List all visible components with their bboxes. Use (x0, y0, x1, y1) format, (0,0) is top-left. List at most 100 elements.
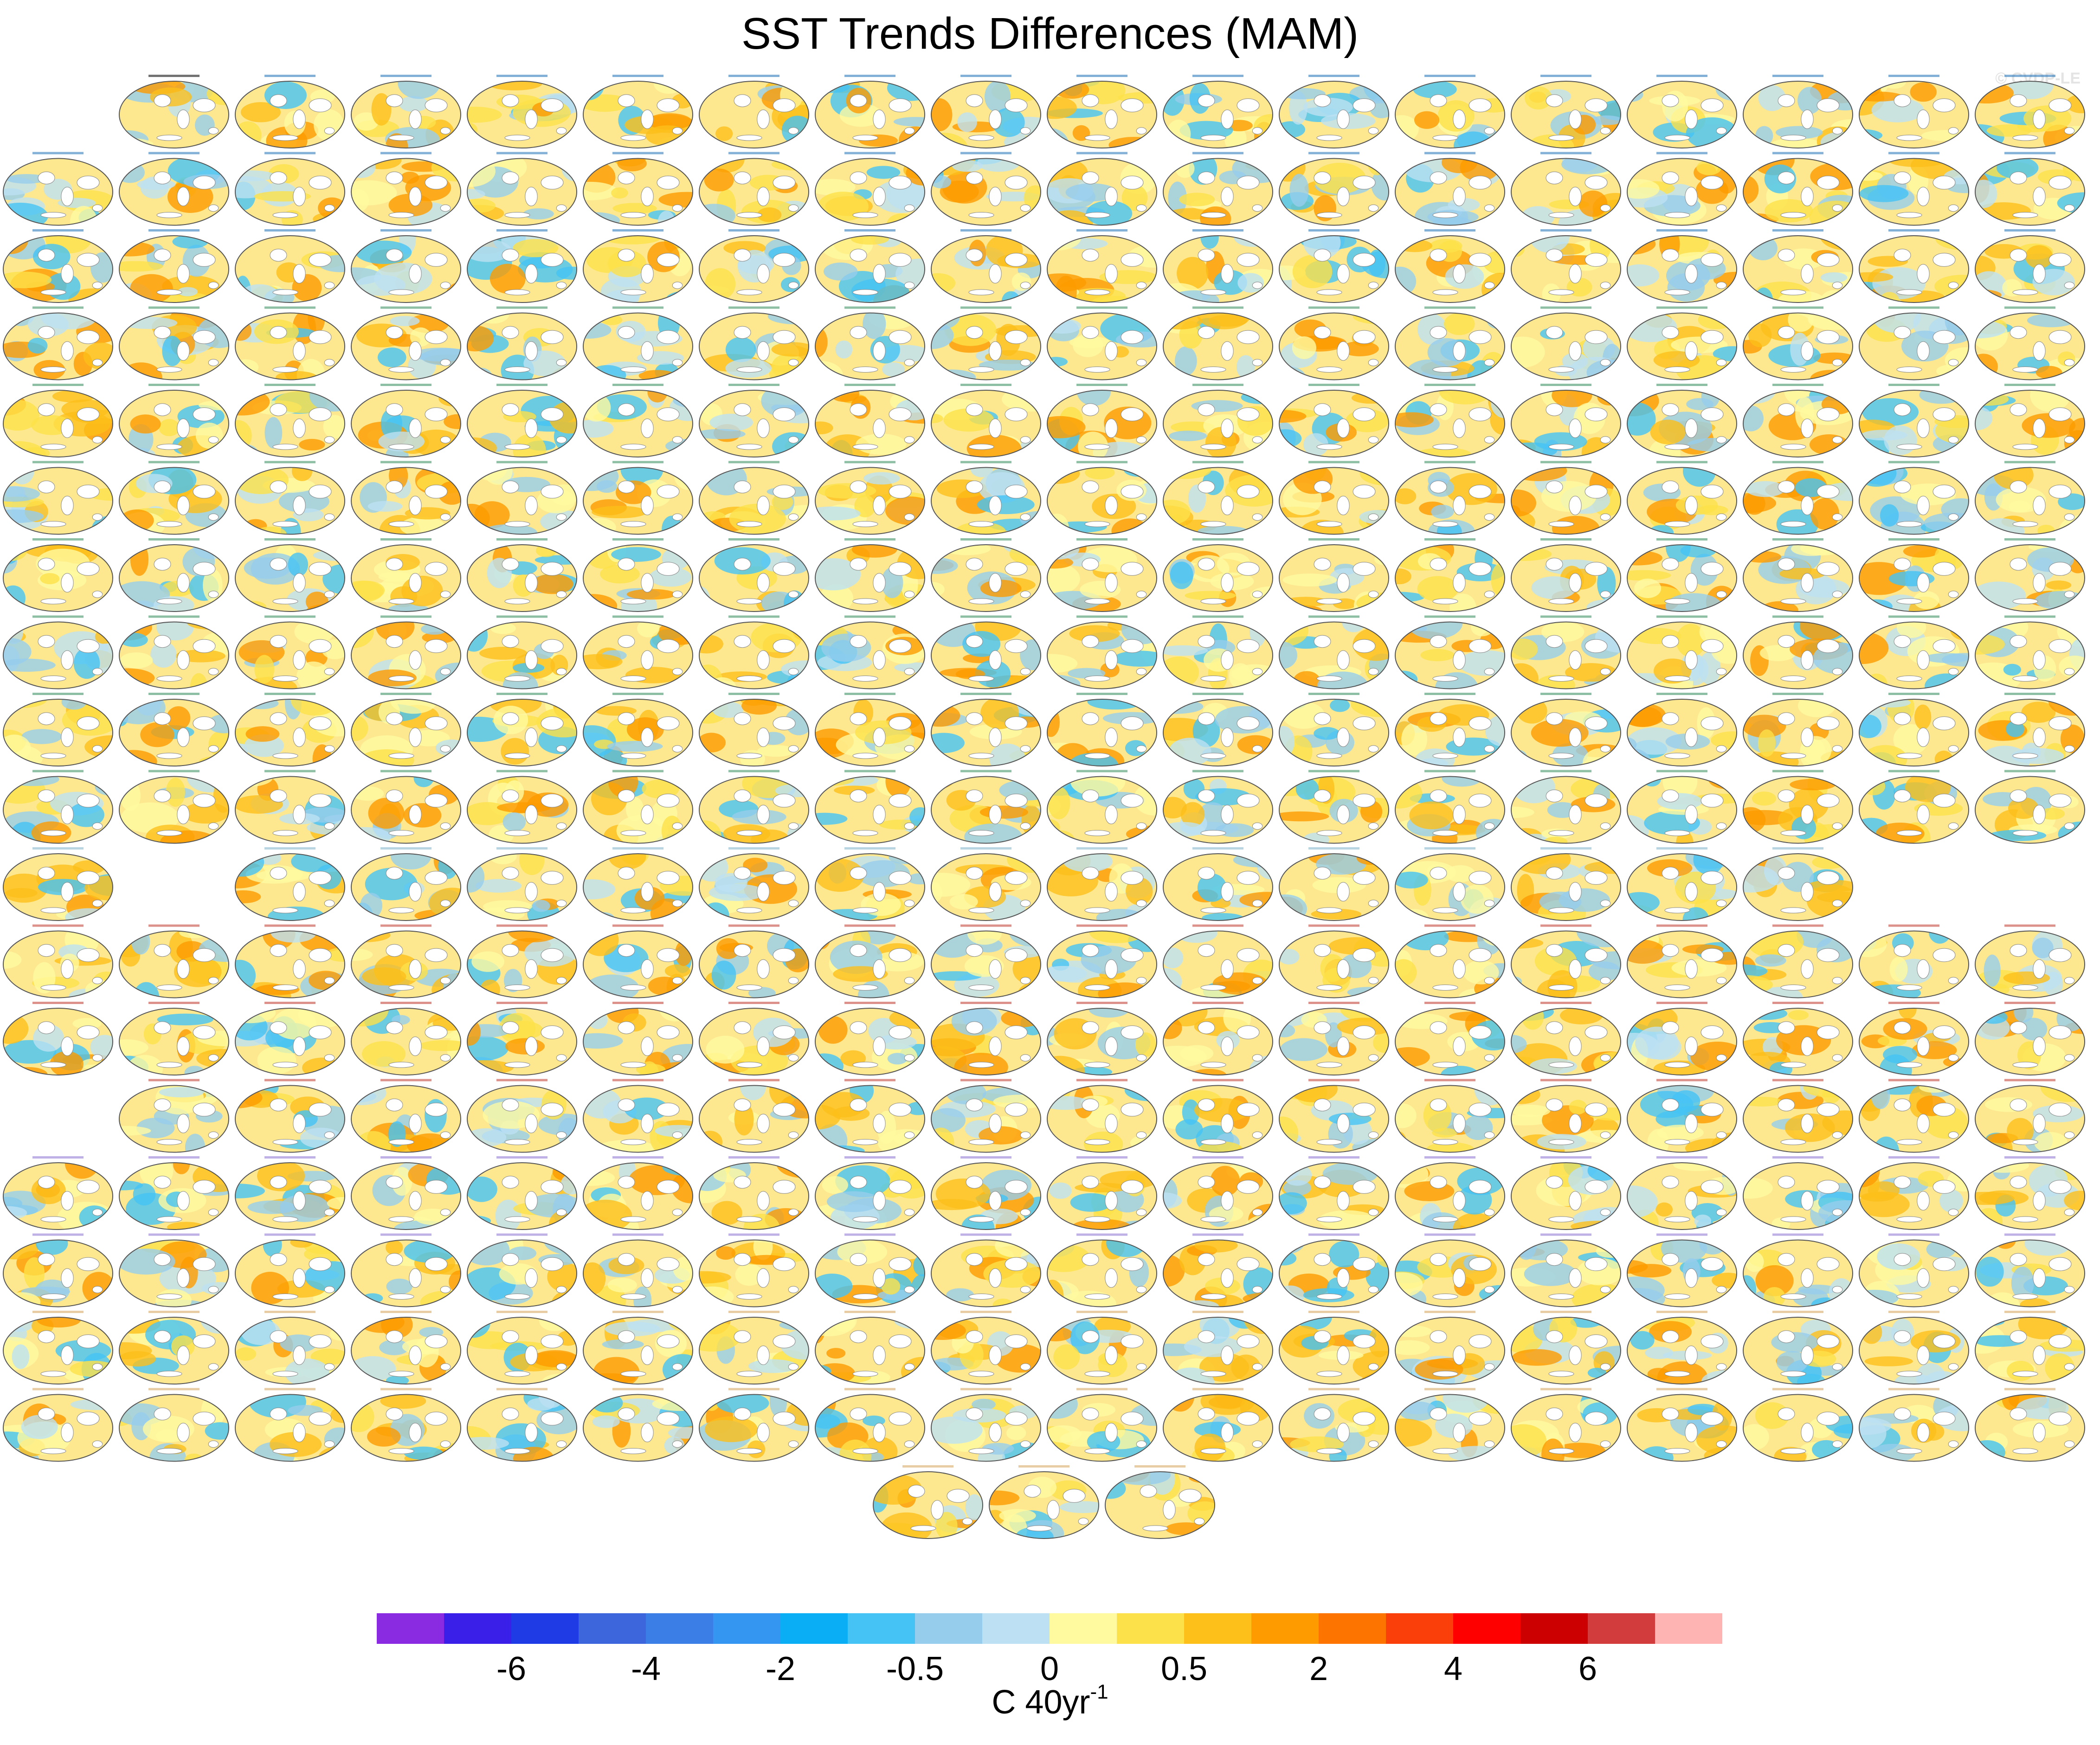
map-outline (467, 312, 577, 380)
colorbar-box (1386, 1613, 1453, 1644)
map-outline (3, 390, 113, 457)
colorbar-box (1319, 1613, 1386, 1644)
map-outline (815, 81, 925, 148)
map-panel (1279, 306, 1389, 380)
map-outline (1511, 158, 1621, 226)
unit-text: C 40yr (992, 1684, 1090, 1721)
map-panel (1743, 152, 1853, 226)
map-outline (119, 81, 229, 148)
panel-caption (148, 384, 200, 386)
map-outline (1163, 158, 1273, 226)
map-outline (699, 81, 809, 148)
map-outline (1743, 81, 1853, 148)
panel-caption (1540, 152, 1591, 155)
map-field (3, 236, 113, 303)
panel-caption (264, 75, 316, 77)
map-panel (699, 75, 809, 148)
map-outline (1627, 158, 1737, 226)
colorbar-box (1588, 1613, 1655, 1644)
colorbar-box (579, 1613, 646, 1644)
panel-caption (1888, 306, 1939, 309)
panel-caption (1772, 75, 1823, 77)
colorbar-box (1050, 1613, 1117, 1644)
panel-caption (1308, 75, 1359, 77)
panel-caption (32, 384, 84, 386)
panel-caption (1308, 229, 1359, 232)
panel-caption (264, 152, 316, 155)
panel-caption (148, 75, 200, 77)
map-panel (119, 152, 229, 226)
map-outline (1395, 312, 1505, 380)
map-outline (119, 158, 229, 226)
map-outline (699, 235, 809, 303)
map-outline (3, 158, 113, 226)
colorbar-box (982, 1613, 1050, 1644)
panel-caption (960, 152, 1011, 155)
panel-caption (380, 229, 432, 232)
map-outline (1395, 81, 1505, 148)
panel-caption (1424, 75, 1475, 77)
map-outline (119, 235, 229, 303)
map-field (119, 236, 220, 303)
map-panel (351, 75, 461, 148)
panel-caption (1076, 229, 1127, 232)
panel-caption (264, 384, 316, 386)
panel-caption (1308, 306, 1359, 309)
colorbar-box (1251, 1613, 1319, 1644)
panel-caption (496, 152, 548, 155)
map-outline (235, 390, 345, 457)
map-panel (235, 384, 345, 457)
map-outline (1047, 312, 1157, 380)
panel-caption (32, 152, 84, 155)
panel-caption (1772, 306, 1823, 309)
colorbar-box (1520, 1613, 1588, 1644)
map-field (1279, 236, 1389, 300)
map-outline (1627, 235, 1737, 303)
map-panel (931, 152, 1041, 226)
map-outline (931, 81, 1041, 148)
map-outline (1047, 158, 1157, 226)
map-outline (351, 158, 461, 226)
map-outline (235, 158, 345, 226)
panel-caption (148, 152, 200, 155)
panel-caption (612, 152, 663, 155)
panel-caption (728, 229, 779, 232)
map-panel (119, 229, 229, 303)
map-outline (1859, 235, 1969, 303)
map-outline (1047, 235, 1157, 303)
map-panel (1743, 306, 1853, 380)
panel-caption (32, 229, 84, 232)
map-panel (1279, 229, 1389, 303)
map-outline (1859, 81, 1969, 148)
colorbar-box (444, 1613, 511, 1644)
map-field (467, 81, 577, 141)
map-outline (1975, 312, 2085, 380)
panel-caption (2004, 75, 2055, 77)
map-panel (351, 384, 461, 457)
panel-caption (1076, 306, 1127, 309)
map-outline (1975, 235, 2085, 303)
panel-caption (32, 306, 84, 309)
colorbar-box (646, 1613, 713, 1644)
map-panel (119, 306, 229, 380)
map-panel (119, 384, 229, 457)
panel-caption (380, 384, 432, 386)
map-panel (467, 75, 577, 148)
map-panel (1395, 306, 1505, 380)
map-field (467, 236, 577, 296)
map-panel (467, 229, 577, 303)
panel-caption (1656, 152, 1707, 155)
map-outline (467, 235, 577, 303)
panel-caption (1888, 229, 1939, 232)
map-panel (1627, 306, 1737, 380)
panel-caption (1888, 75, 1939, 77)
map-panel (1047, 152, 1157, 226)
map-outline (1743, 235, 1853, 303)
map-outline (1975, 81, 2085, 148)
panel-caption (380, 152, 432, 155)
map-outline (1279, 312, 1389, 380)
map-panel (119, 75, 229, 148)
panel-caption (2004, 229, 2055, 232)
panel-caption (960, 229, 1011, 232)
